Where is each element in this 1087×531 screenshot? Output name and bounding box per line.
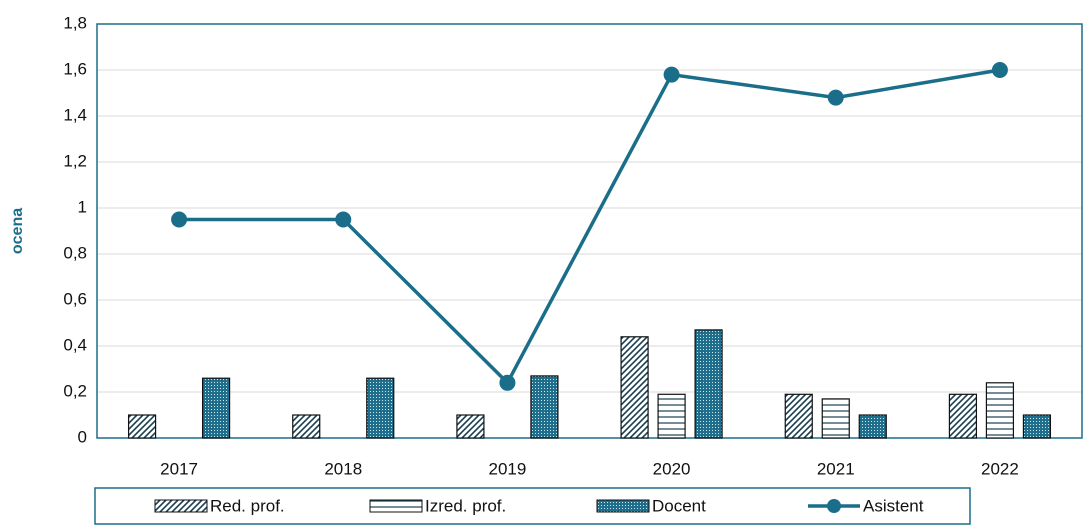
y-tick-label: 1,2	[63, 151, 87, 170]
bar	[456, 414, 485, 439]
line	[179, 68, 1001, 386]
y-tick-label: 0,8	[63, 243, 87, 262]
bar	[620, 336, 649, 439]
marker	[663, 66, 680, 83]
legend-label: Red. prof.	[210, 496, 285, 515]
x-tick-label: 2019	[489, 459, 527, 478]
marker	[499, 374, 516, 391]
bar	[366, 377, 395, 439]
x-tick-label: 2022	[981, 459, 1019, 478]
bar	[985, 382, 1015, 439]
bar	[694, 329, 723, 439]
legend-swatch	[369, 499, 423, 513]
legend-swatch	[154, 499, 208, 513]
y-tick-label: 0,4	[63, 335, 87, 354]
y-tick-label: 1,8	[63, 13, 87, 32]
bar	[784, 393, 813, 439]
marker	[335, 211, 352, 228]
legend-label: Izred. prof.	[425, 496, 506, 515]
y-tick-label: 1,4	[63, 105, 87, 124]
bar	[292, 414, 321, 439]
bar	[1022, 414, 1052, 439]
legend-label: Docent	[652, 496, 706, 515]
marker	[827, 89, 844, 106]
x-tick-label: 2021	[817, 459, 855, 478]
y-axis-label: ocena	[9, 208, 26, 254]
bar	[530, 375, 559, 439]
y-tick-label: 1,6	[63, 59, 87, 78]
bar	[821, 398, 850, 439]
legend-swatch	[827, 499, 841, 513]
legend-box	[94, 487, 971, 525]
x-tick-label: 2017	[160, 459, 198, 478]
y-tick-label: 0,2	[63, 381, 87, 400]
y-tick-label: 0	[78, 427, 87, 446]
plot-frame	[96, 23, 1083, 439]
bar	[858, 414, 887, 439]
bar	[948, 393, 978, 439]
marker	[171, 211, 188, 228]
legend-swatch	[596, 499, 650, 513]
bar	[127, 414, 157, 439]
y-tick-label: 0,6	[63, 289, 87, 308]
bar	[201, 377, 231, 439]
marker	[991, 62, 1008, 78]
x-tick-label: 2020	[653, 459, 691, 478]
legend-label: Asistent	[863, 496, 924, 515]
x-tick-label: 2018	[324, 459, 362, 478]
y-tick-label: 1	[78, 197, 87, 216]
bar	[657, 393, 686, 439]
